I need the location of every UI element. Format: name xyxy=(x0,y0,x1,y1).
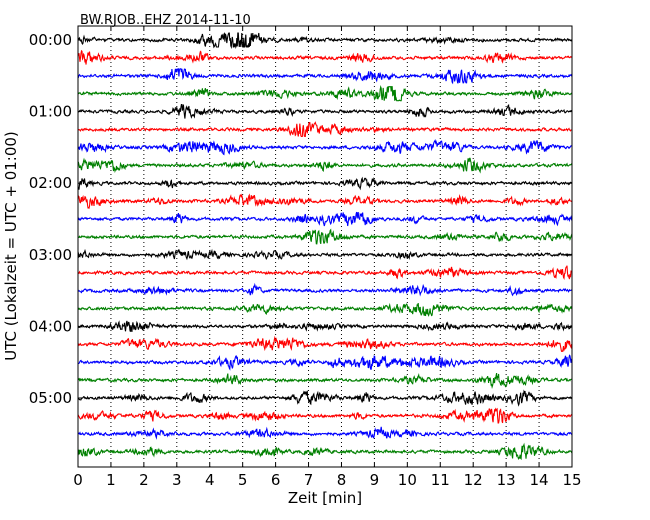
seismic-trace-0500 xyxy=(77,389,573,407)
y-tick-label: 04:00 xyxy=(29,317,72,335)
seismic-trace-0100 xyxy=(77,103,573,119)
seismic-trace-0215 xyxy=(77,193,573,210)
y-axis: 00:00 01:00 02:00 03:00 04:00 05:00 xyxy=(29,31,572,407)
x-tick-label: 5 xyxy=(238,471,248,489)
seismic-traces xyxy=(77,32,573,461)
x-tick-label: 6 xyxy=(271,471,281,489)
x-tick-label: 10 xyxy=(398,471,417,489)
x-tick-label: 1 xyxy=(106,471,116,489)
seismic-trace-0400 xyxy=(77,320,573,332)
x-tick-label: 3 xyxy=(172,471,182,489)
seismic-trace-0245 xyxy=(77,228,573,245)
seismic-trace-0015 xyxy=(77,49,573,65)
seismic-trace-0030 xyxy=(77,68,573,85)
seismic-trace-0130 xyxy=(77,139,573,156)
x-tick-label: 2 xyxy=(139,471,149,489)
seismic-trace-0115 xyxy=(77,121,573,138)
x-tick-label: 7 xyxy=(304,471,314,489)
x-tick-label: 8 xyxy=(337,471,347,489)
y-axis-label: UTC (Lokalzeit = UTC + 01:00) xyxy=(2,131,20,361)
y-tick-label: 02:00 xyxy=(29,174,72,192)
seismic-trace-0515 xyxy=(77,407,573,424)
chart-title: BW.RJOB..EHZ 2014-11-10 xyxy=(80,13,251,28)
seismic-trace-0430 xyxy=(77,354,573,371)
x-tick-label: 0 xyxy=(73,471,83,489)
x-gridlines xyxy=(110,26,540,467)
seismic-trace-0530 xyxy=(77,426,573,440)
seismic-trace-0000 xyxy=(77,32,573,50)
seismic-trace-0315 xyxy=(78,265,573,280)
x-tick-label: 14 xyxy=(530,471,549,489)
x-tick-label: 9 xyxy=(370,471,380,489)
x-tick-label: 12 xyxy=(464,471,483,489)
x-tick-label: 15 xyxy=(562,471,581,489)
seismic-trace-0045 xyxy=(77,85,572,102)
seismic-trace-0445 xyxy=(77,372,573,390)
y-tick-label: 05:00 xyxy=(29,389,72,407)
seismic-trace-0545 xyxy=(77,442,573,461)
seismic-trace-0145 xyxy=(77,157,573,174)
x-tick-label: 4 xyxy=(205,471,215,489)
seismic-trace-0300 xyxy=(77,248,573,261)
y-tick-label: 00:00 xyxy=(29,31,72,49)
x-tick-label: 11 xyxy=(431,471,450,489)
seismic-trace-0415 xyxy=(77,335,573,353)
seismic-trace-0230 xyxy=(77,211,573,227)
seismic-trace-0200 xyxy=(77,176,573,191)
x-tick-label: 13 xyxy=(497,471,516,489)
plot-frame xyxy=(77,25,573,468)
x-axis: 0 1 2 3 4 5 6 7 8 9 10 11 12 13 14 15 xyxy=(73,26,582,489)
x-axis-label: Zeit [min] xyxy=(288,489,362,507)
y-tick-label: 03:00 xyxy=(29,246,72,264)
seismic-trace-0345 xyxy=(77,302,573,317)
seismic-trace-0330 xyxy=(77,282,573,297)
y-tick-label: 01:00 xyxy=(29,103,72,121)
